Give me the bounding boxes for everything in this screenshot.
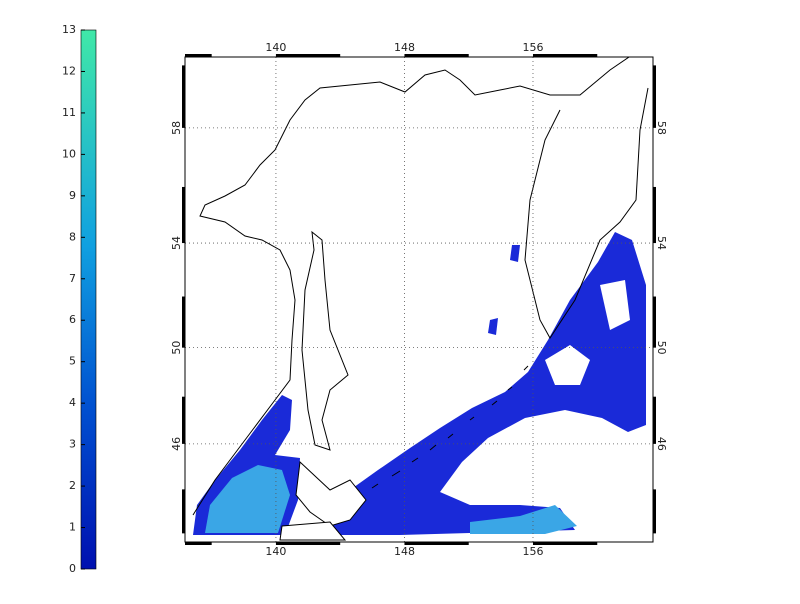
lat-label: 58	[655, 121, 668, 135]
frame-segment	[182, 65, 185, 128]
lat-label: 46	[170, 437, 183, 451]
colorbar-tick-label: 12	[62, 64, 76, 77]
colorbar	[80, 29, 97, 570]
frame-segment	[653, 396, 656, 444]
lat-label: 54	[655, 236, 668, 250]
data-field	[330, 232, 646, 535]
lon-label: 148	[394, 41, 415, 54]
lon-label: 140	[265, 41, 286, 54]
lon-label: 148	[394, 545, 415, 558]
data-field	[510, 245, 520, 262]
lat-label: 50	[170, 341, 183, 355]
data-gap	[545, 345, 590, 385]
colorbar-tick-label: 3	[69, 438, 76, 451]
frame-segment	[653, 65, 656, 128]
lat-label: 54	[170, 236, 183, 250]
island	[279, 521, 347, 541]
data-field	[488, 318, 498, 335]
islands	[371, 365, 529, 489]
frame-segment	[275, 54, 341, 57]
colorbar-tick-label: 2	[69, 479, 76, 492]
data-gap	[600, 280, 630, 330]
colorbar-tick-label: 7	[69, 272, 76, 285]
frame-segment	[182, 296, 185, 348]
lat-label: 46	[655, 437, 668, 451]
colorbar-tick-label: 6	[69, 313, 76, 326]
lon-label: 156	[522, 545, 543, 558]
colorbar-tick-label: 10	[62, 147, 76, 160]
colorbar-tick-label: 8	[69, 230, 76, 243]
coastline	[192, 57, 630, 516]
lat-label: 58	[170, 121, 183, 135]
data-field	[205, 465, 290, 533]
frame-segment	[185, 542, 212, 545]
data-field	[470, 505, 577, 534]
frame-segment	[404, 54, 469, 57]
lon-label: 140	[265, 545, 286, 558]
map-content	[185, 57, 653, 542]
lon-label: 156	[522, 41, 543, 54]
colorbar-tick-label: 13	[62, 23, 76, 36]
frame-segment	[653, 296, 656, 348]
frame-segment	[182, 489, 185, 534]
frame-segment	[532, 542, 598, 545]
frame-segment	[653, 186, 656, 244]
frame-segment	[182, 186, 185, 244]
lat-label: 50	[655, 341, 668, 355]
coastline	[524, 87, 649, 339]
colorbar-tick-label: 4	[69, 396, 76, 409]
island	[301, 230, 349, 451]
colorbar-tick-label: 1	[69, 521, 76, 534]
colorbar-tick-label: 9	[69, 189, 76, 202]
data-gap	[485, 440, 535, 490]
frame-segment	[532, 54, 598, 57]
frame-segment	[275, 542, 341, 545]
island	[295, 460, 367, 527]
colorbar-tick-label: 0	[69, 562, 76, 575]
colorbar-tick-label: 5	[69, 355, 76, 368]
frame-segment	[653, 489, 656, 534]
frame-segment	[182, 396, 185, 444]
colorbar-tick-label: 11	[62, 106, 76, 119]
frame-segment	[404, 542, 469, 545]
frame-segment	[185, 54, 212, 57]
